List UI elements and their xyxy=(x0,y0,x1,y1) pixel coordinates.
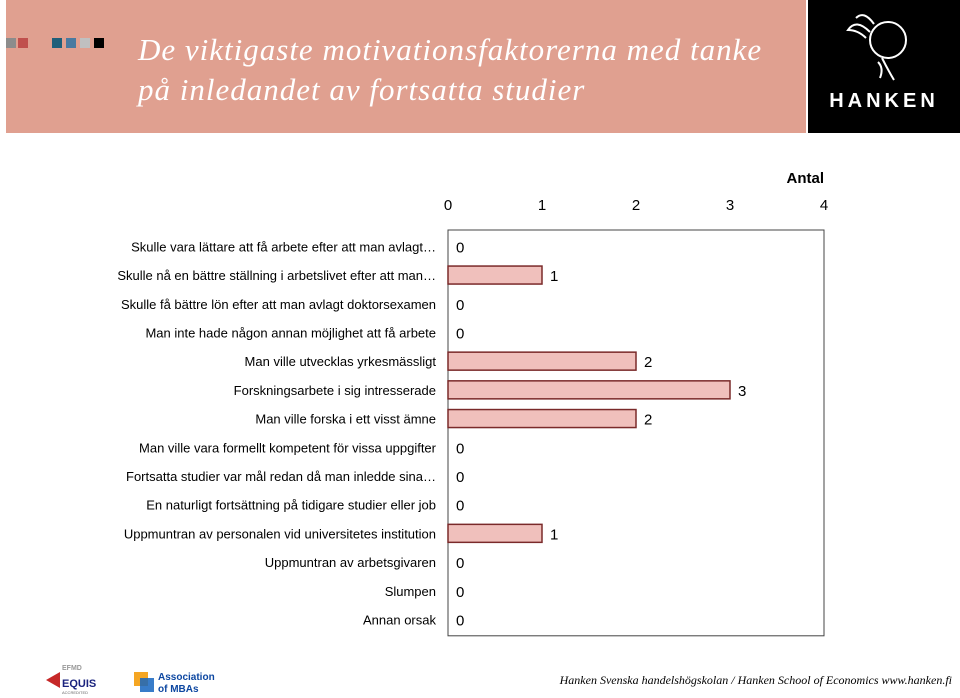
category-label: Man ville forska i ett visst ämne xyxy=(255,412,436,427)
svg-text:EFMD: EFMD xyxy=(62,665,82,672)
category-label: Uppmuntran av arbetsgivaren xyxy=(265,555,436,570)
data-label: 0 xyxy=(456,469,464,486)
data-label: 2 xyxy=(644,412,652,429)
data-label: 0 xyxy=(456,440,464,457)
category-label: Fortsatta studier var mål redan då man i… xyxy=(126,469,436,484)
svg-text:EQUIS: EQUIS xyxy=(62,678,96,690)
x-tick-label: 0 xyxy=(444,197,452,214)
category-label: Skulle få bättre lön efter att man avlag… xyxy=(121,297,436,312)
svg-text:of MBAs: of MBAs xyxy=(158,684,199,695)
swatch-red xyxy=(18,38,28,48)
category-label: Man ville utvecklas yrkesmässligt xyxy=(245,354,437,369)
page-title: De viktigaste motivationsfaktorerna med … xyxy=(138,32,763,107)
bar-chart: Antal 0 1 2 3 4 Skulle vara lättare att få arb… xyxy=(117,170,828,637)
category-label: Skulle vara lättare att få arbete efter … xyxy=(131,239,436,254)
category-label: En naturligt fortsättning på tidigare st… xyxy=(146,498,436,513)
bar xyxy=(447,265,543,285)
hermes-emblem-icon xyxy=(846,14,907,81)
swatch-light-gray xyxy=(80,38,90,48)
x-tick-label: 4 xyxy=(820,197,828,214)
category-label: Skulle nå en bättre ställning i arbetsli… xyxy=(117,268,436,283)
category-label: Forskningsarbete i sig intresserade xyxy=(234,383,436,398)
plot-area xyxy=(447,229,825,637)
x-tick-label: 2 xyxy=(632,197,640,214)
bar xyxy=(447,408,637,429)
svg-text:ACCREDITED: ACCREDITED xyxy=(62,690,88,695)
data-label: 0 xyxy=(456,584,464,601)
swatch-salmon xyxy=(30,38,40,48)
data-label: 0 xyxy=(456,297,464,314)
data-label: 2 xyxy=(644,354,652,371)
category-label: Man inte hade någon annan möjlighet att … xyxy=(145,325,436,340)
data-label: 0 xyxy=(456,498,464,515)
data-label: 0 xyxy=(456,325,464,342)
bar xyxy=(447,380,731,400)
bar xyxy=(447,351,637,371)
data-label: 0 xyxy=(456,612,464,629)
category-label: Man ville vara formellt kompetent för vi… xyxy=(139,440,437,455)
slide-header: De viktigaste motivationsfaktorerna med … xyxy=(6,0,806,133)
data-label: 1 xyxy=(550,526,558,543)
category-label: Annan orsak xyxy=(363,612,436,627)
swatch-black xyxy=(94,38,104,48)
x-tick-label: 1 xyxy=(538,197,546,214)
data-label: 0 xyxy=(456,555,464,572)
category-label: Slumpen xyxy=(385,584,436,599)
swatch-blue xyxy=(66,38,76,48)
data-label: 1 xyxy=(550,268,558,285)
data-label: 3 xyxy=(738,383,746,400)
bar xyxy=(447,523,543,544)
hanken-logo: HANKEN xyxy=(808,0,960,133)
swatch-gray xyxy=(6,38,16,48)
x-tick-label: 3 xyxy=(726,197,734,214)
swatch-teal xyxy=(52,38,62,48)
footer: Hanken Svenska handelshögskolan / Hanken… xyxy=(559,673,952,687)
x-axis-label: Antal xyxy=(787,170,825,187)
category-label: Uppmuntran av personalen vid universitet… xyxy=(124,526,436,541)
data-label: 0 xyxy=(456,239,464,256)
svg-text:Association: Association xyxy=(158,672,215,683)
logo-wordmark: HANKEN xyxy=(829,90,939,112)
equis-logo: EFMD EQUIS ACCREDITED xyxy=(46,665,96,695)
association-of-mbas-logo: Association of MBAs xyxy=(134,672,215,695)
